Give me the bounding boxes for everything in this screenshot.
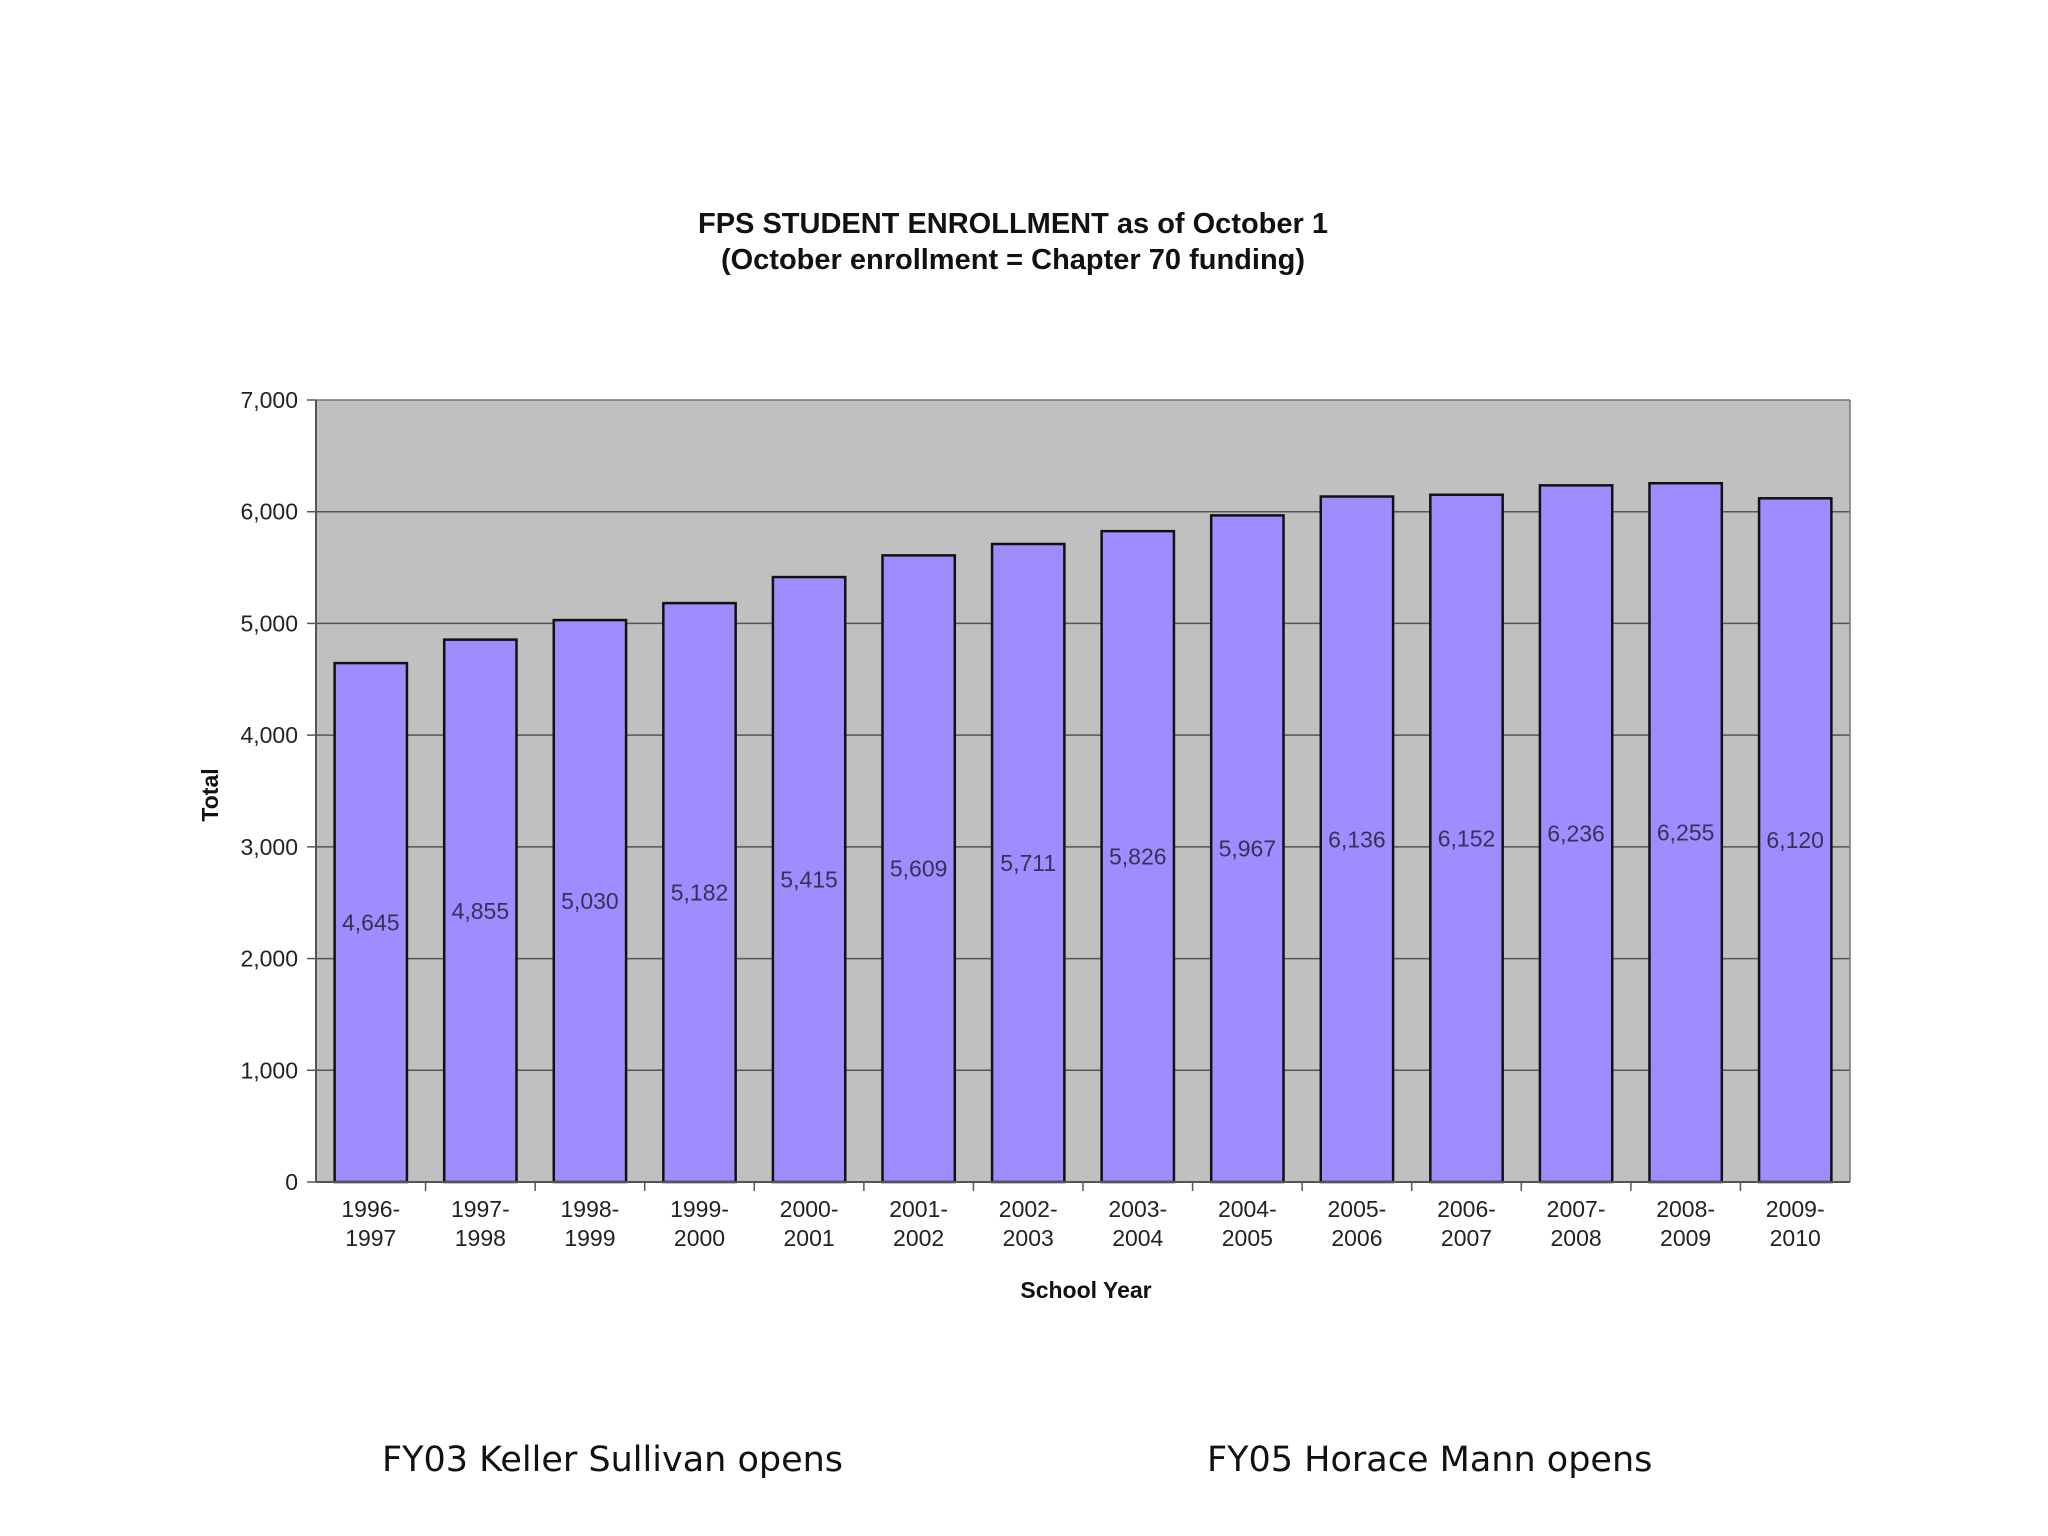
- y-axis-label: Total: [197, 768, 223, 821]
- x-tick-label-line1-7: 2003-: [1108, 1196, 1167, 1222]
- y-tick-labels: 0 1,000 2,000 3,000 4,000 5,000 6,000 7,000: [240, 387, 298, 1195]
- x-tick-label-line2-12: 2009: [1660, 1225, 1711, 1251]
- bar-value-label-13: 6,120: [1766, 827, 1824, 853]
- x-tick-label-line1-2: 1998-: [561, 1196, 620, 1222]
- x-tick-label-line1-6: 2002-: [999, 1196, 1058, 1222]
- bar-value-label-9: 6,136: [1328, 826, 1386, 852]
- bar-value-label-1: 4,855: [452, 898, 510, 924]
- x-tick-label-line2-11: 2008: [1550, 1225, 1601, 1251]
- bar-value-label-0: 4,645: [342, 910, 400, 936]
- bar-12: [1648, 481, 1724, 1184]
- bar-1: [442, 638, 518, 1184]
- caption-keller-sullivan: FY03 Keller Sullivan opens: [382, 1440, 844, 1480]
- x-tick-label-line2-0: 1997: [345, 1225, 396, 1251]
- x-tick-label-line2-2: 1999: [564, 1225, 615, 1251]
- bar-value-label-4: 5,415: [780, 867, 838, 893]
- y-tick-label-4: 4,000: [240, 722, 298, 748]
- bar-5: [881, 554, 957, 1184]
- x-tick-label-line1-8: 2004-: [1218, 1196, 1277, 1222]
- bar-2: [552, 618, 628, 1184]
- x-tick-label-line2-9: 2006: [1331, 1225, 1382, 1251]
- x-tick-label-line2-4: 2001: [783, 1225, 834, 1251]
- bar-value-label-6: 5,711: [1000, 850, 1056, 876]
- x-tick-label-line1-12: 2008-: [1656, 1196, 1715, 1222]
- plot-area: [316, 400, 1850, 1182]
- y-tick-label-7: 7,000: [240, 387, 298, 413]
- bar-10: [1429, 493, 1504, 1184]
- bar-value-label-7: 5,826: [1109, 844, 1167, 870]
- bar-7: [1100, 529, 1176, 1184]
- bar-3: [662, 601, 737, 1184]
- chart-title: FPS STUDENT ENROLLMENT as of October 1: [698, 208, 1328, 240]
- y-tick-label-1: 1,000: [240, 1057, 298, 1083]
- bar-13: [1757, 497, 1833, 1184]
- y-tick-label-3: 3,000: [240, 834, 298, 860]
- chart-subtitle: (October enrollment = Chapter 70 funding…: [721, 244, 1305, 276]
- x-tick-label-line2-13: 2010: [1770, 1225, 1821, 1251]
- x-axis-label: School Year: [1020, 1277, 1151, 1303]
- bar-value-label-12: 6,255: [1657, 820, 1715, 846]
- bar-value-label-11: 6,236: [1547, 821, 1605, 847]
- axes: [307, 399, 1851, 1191]
- caption-horace-mann: FY05 Horace Mann opens: [1207, 1440, 1653, 1480]
- x-tick-label-line1-5: 2001-: [889, 1196, 948, 1222]
- x-tick-label-line1-1: 1997-: [451, 1196, 510, 1222]
- x-tick-label-line1-11: 2007-: [1547, 1196, 1606, 1222]
- y-tick-label-2: 2,000: [240, 946, 298, 972]
- x-tick-label-line1-0: 1996-: [341, 1196, 400, 1222]
- x-tick-label-line2-5: 2002: [893, 1225, 944, 1251]
- x-tick-label-line1-4: 2000-: [780, 1196, 839, 1222]
- x-tick-label-line2-3: 2000: [674, 1225, 725, 1251]
- x-tick-label-line2-7: 2004: [1112, 1225, 1163, 1251]
- bar-value-label-5: 5,609: [890, 856, 948, 882]
- bar-value-label-3: 5,182: [671, 880, 729, 906]
- y-tick-label-5: 5,000: [240, 610, 298, 636]
- bar-labels: 4,645 4,855 5,030 5,182 5,415 5,609 5,711 5,826…: [342, 820, 1824, 936]
- x-tick-labels: 1996- 1997 1997- 1998 1998- 1999 1999- 2000 2000…: [341, 1196, 1824, 1251]
- bar-value-label-2: 5,030: [561, 888, 619, 914]
- bar-4: [771, 575, 847, 1184]
- y-tick-label-6: 6,000: [240, 499, 298, 525]
- x-tick-label-line1-13: 2009-: [1766, 1196, 1825, 1222]
- bar-9: [1319, 495, 1395, 1184]
- x-tick-label-line1-10: 2006-: [1437, 1196, 1496, 1222]
- bar-6: [990, 542, 1066, 1184]
- x-tick-label-line2-6: 2003: [1003, 1225, 1054, 1251]
- bar-11: [1538, 484, 1614, 1184]
- x-tick-label-line1-9: 2005-: [1328, 1196, 1387, 1222]
- x-tick-label-line1-3: 1999-: [670, 1196, 729, 1222]
- bar-value-label-8: 5,967: [1219, 836, 1277, 862]
- y-tick-label-0: 0: [285, 1169, 298, 1195]
- x-tick-label-line2-8: 2005: [1222, 1225, 1273, 1251]
- x-tick-label-line2-10: 2007: [1441, 1225, 1492, 1251]
- x-tick-label-line2-1: 1998: [455, 1225, 506, 1251]
- bar-value-label-10: 6,152: [1438, 825, 1496, 851]
- bars: [333, 481, 1833, 1184]
